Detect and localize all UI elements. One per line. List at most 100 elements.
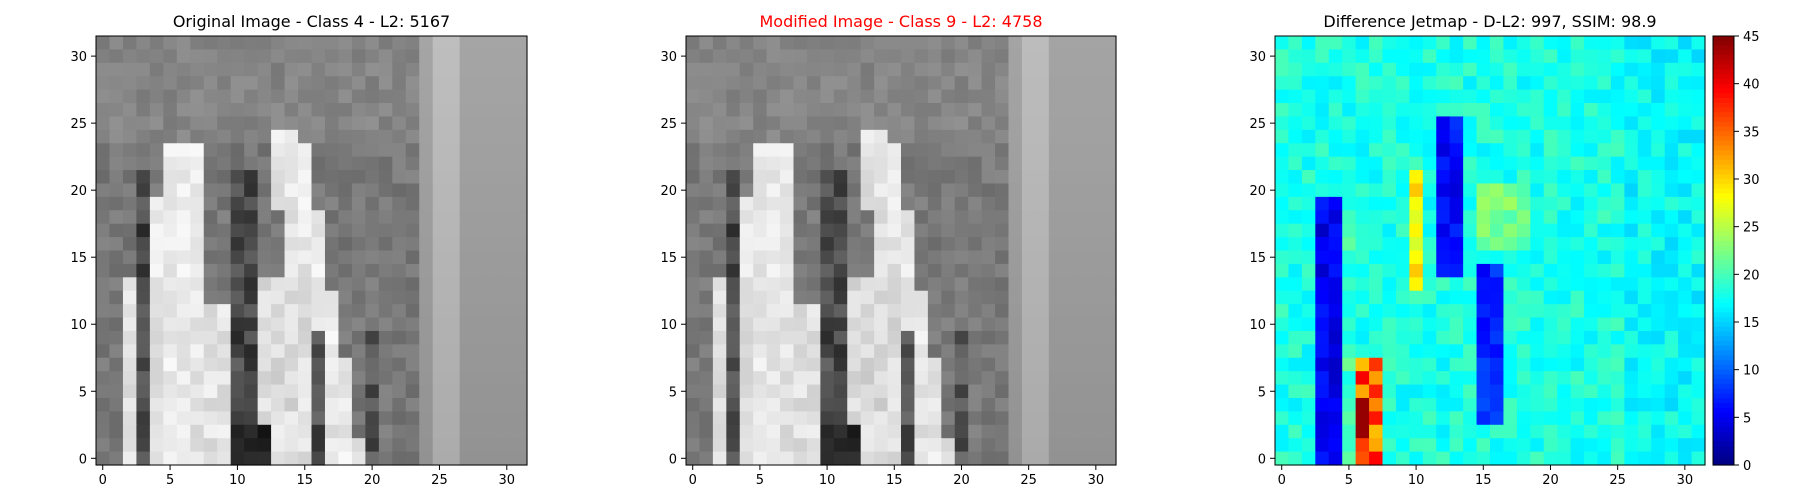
pixel-cell bbox=[176, 210, 191, 225]
pixel-cell bbox=[432, 397, 447, 412]
pixel-cell bbox=[500, 397, 515, 412]
pixel-cell bbox=[324, 330, 340, 345]
pixel-cell bbox=[1610, 49, 1625, 64]
pixel-cell bbox=[686, 397, 701, 412]
pixel-cell bbox=[163, 183, 178, 198]
pixel-cell bbox=[1463, 170, 1478, 185]
pixel-cell bbox=[954, 330, 969, 345]
pixel-cell bbox=[1637, 277, 1652, 292]
pixel-cell bbox=[874, 290, 889, 305]
pixel-cell bbox=[473, 250, 488, 265]
pixel-cell bbox=[1584, 290, 1599, 305]
pixel-cell bbox=[271, 170, 286, 185]
pixel-cell bbox=[780, 384, 795, 399]
pixel-cell bbox=[163, 263, 178, 278]
colorbar-segment bbox=[1713, 436, 1734, 442]
pixel-cell bbox=[1409, 36, 1424, 51]
pixel-cell bbox=[1463, 384, 1478, 399]
pixel-cell bbox=[941, 384, 956, 399]
pixel-cell bbox=[513, 76, 528, 91]
pixel-cell bbox=[941, 317, 956, 332]
pixel-cell bbox=[486, 129, 501, 144]
pixel-cell bbox=[1557, 156, 1572, 171]
pixel-cell bbox=[109, 223, 124, 238]
colorbar-segment bbox=[1713, 455, 1734, 461]
pixel-cell bbox=[1048, 237, 1063, 252]
pixel-cell bbox=[1543, 223, 1558, 238]
pixel-cell bbox=[1664, 277, 1679, 292]
pixel-cell bbox=[1342, 411, 1357, 426]
pixel-cell bbox=[1691, 277, 1706, 292]
colorbar-segment bbox=[1713, 131, 1734, 137]
pixel-cell bbox=[1651, 451, 1666, 466]
pixel-cell bbox=[419, 116, 434, 131]
pixel-cell bbox=[833, 411, 848, 426]
pixel-cell bbox=[109, 89, 124, 104]
pixel-cell bbox=[486, 143, 501, 158]
pixel-cell bbox=[311, 156, 326, 171]
pixel-cell bbox=[914, 143, 929, 158]
pixel-cell bbox=[981, 317, 996, 332]
pixel-cell bbox=[1651, 143, 1666, 158]
pixel-cell bbox=[284, 89, 299, 104]
pixel-cell bbox=[1530, 49, 1545, 64]
pixel-cell bbox=[887, 36, 902, 51]
pixel-cell bbox=[500, 237, 515, 252]
pixel-cell bbox=[1422, 371, 1437, 386]
pixel-cell bbox=[311, 304, 326, 319]
pixel-cell bbox=[1369, 237, 1384, 252]
pixel-cell bbox=[1315, 170, 1330, 185]
pixel-cell bbox=[914, 277, 929, 292]
pixel-cell bbox=[1516, 424, 1531, 439]
pixel-cell bbox=[699, 277, 714, 292]
pixel-cell bbox=[941, 290, 956, 305]
pixel-cell bbox=[1463, 451, 1478, 466]
pixel-cell bbox=[1557, 397, 1572, 412]
pixel-cell bbox=[1476, 36, 1491, 51]
pixel-cell bbox=[365, 196, 380, 211]
pixel-cell bbox=[1089, 183, 1104, 198]
pixel-cell bbox=[1651, 424, 1666, 439]
pixel-cell bbox=[941, 183, 956, 198]
pixel-cell bbox=[686, 183, 701, 198]
pixel-cell bbox=[1476, 451, 1491, 466]
pixel-cell bbox=[338, 263, 353, 278]
pixel-cell bbox=[432, 49, 447, 64]
pixel-cell bbox=[1409, 170, 1424, 185]
pixel-cell bbox=[1008, 143, 1023, 158]
pixel-cell bbox=[1315, 49, 1330, 64]
pixel-cell bbox=[1610, 129, 1625, 144]
pixel-cell bbox=[311, 277, 326, 292]
pixel-cell bbox=[1275, 277, 1290, 292]
pixel-cell bbox=[203, 277, 218, 292]
pixel-cell bbox=[1678, 36, 1693, 51]
pixel-cell bbox=[1301, 344, 1316, 359]
pixel-cell bbox=[1449, 451, 1464, 466]
pixel-cell bbox=[1355, 89, 1370, 104]
pixel-cell bbox=[96, 129, 111, 144]
pixel-cell bbox=[927, 277, 942, 292]
pixel-cell bbox=[793, 156, 808, 171]
pixel-cell bbox=[473, 290, 488, 305]
pixel-cell bbox=[847, 237, 862, 252]
pixel-cell bbox=[1328, 196, 1343, 211]
pixel-cell bbox=[1463, 357, 1478, 372]
pixel-cell bbox=[486, 304, 501, 319]
pixel-cell bbox=[473, 344, 488, 359]
pixel-cell bbox=[486, 36, 501, 51]
pixel-cell bbox=[1436, 156, 1451, 171]
pixel-cell bbox=[847, 371, 862, 386]
pixel-cell bbox=[351, 304, 366, 319]
pixel-cell bbox=[392, 411, 407, 426]
y-tick-label: 30 bbox=[1249, 50, 1266, 65]
pixel-cell bbox=[954, 116, 969, 131]
pixel-cell bbox=[833, 357, 848, 372]
pixel-cell bbox=[1102, 397, 1117, 412]
pixel-cell bbox=[392, 89, 407, 104]
pixel-cell bbox=[122, 183, 138, 198]
pixel-cell bbox=[847, 129, 862, 144]
pixel-cell bbox=[1463, 143, 1478, 158]
pixel-cell bbox=[1089, 89, 1104, 104]
pixel-cell bbox=[136, 223, 151, 238]
pixel-cell bbox=[1557, 250, 1572, 265]
